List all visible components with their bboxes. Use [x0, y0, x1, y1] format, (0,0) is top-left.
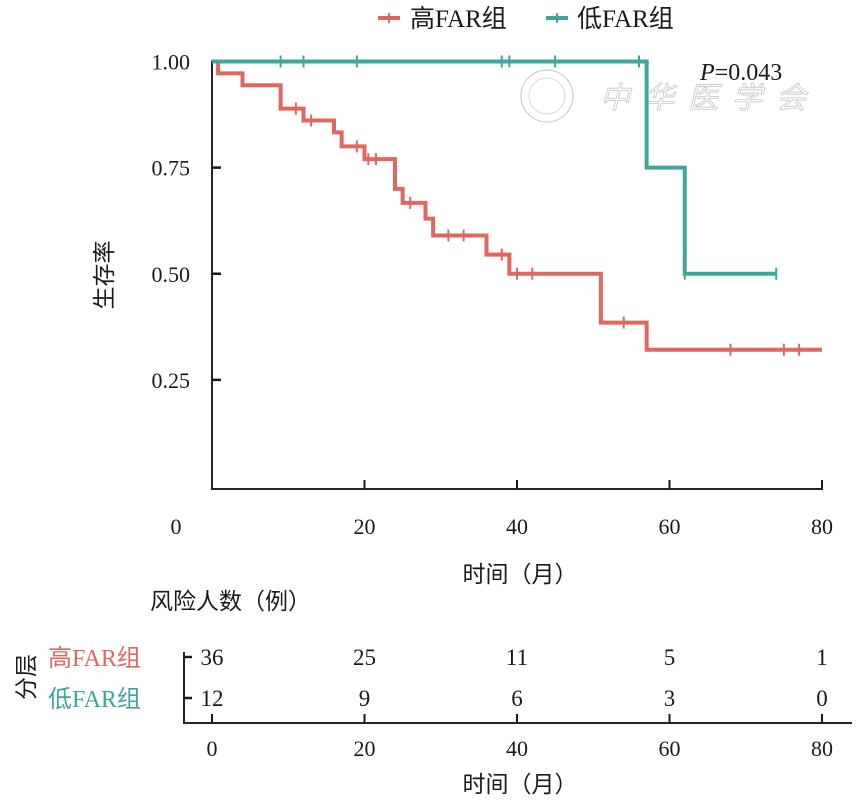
legend-label-high-far: 高FAR组	[410, 5, 507, 33]
series-0	[212, 59, 822, 356]
risk-count-cell: 36	[201, 645, 224, 670]
risk-table-x-tick-label: 40	[506, 736, 528, 761]
risk-table-x-tick-label: 80	[811, 736, 833, 761]
p-value-annotation: P=0.043	[699, 60, 782, 86]
watermark-text: 中华医学会	[600, 82, 820, 115]
risk-table-x-tick-label: 20	[354, 736, 376, 761]
x-tick-label: 80	[811, 514, 833, 539]
legend-item-high-far: 高FAR组	[378, 5, 507, 33]
p-symbol: P	[699, 60, 715, 86]
risk-count-cell: 6	[511, 686, 523, 711]
p-value: =0.043	[715, 60, 783, 86]
survival-curve-line	[212, 59, 777, 276]
risk-count-cell: 25	[353, 645, 376, 670]
risk-table-x-axis-title: 时间（月）	[463, 772, 578, 797]
risk-table: 0 36 12 20 25 9 40 11 6 60 5 3 80 1 0	[183, 645, 852, 761]
series-1	[212, 55, 778, 280]
risk-table-strata-label: 分层	[14, 654, 39, 700]
y-tick-label: 0.50	[152, 262, 191, 287]
risk-table-x-tick-label: 60	[659, 736, 681, 761]
watermark: 中华医学会	[520, 69, 820, 123]
y-tick-label: 0.75	[152, 156, 191, 181]
legend-item-low-far: 低FAR组	[546, 5, 674, 33]
y-axis-title: 生存率	[92, 241, 117, 310]
y-tick-label: 0.25	[152, 368, 191, 393]
survival-curve-line	[212, 59, 822, 352]
x-tick-label: 0	[171, 514, 182, 539]
x-axis-title: 时间（月）	[463, 562, 578, 587]
watermark-seal-inner-icon	[528, 77, 566, 115]
survival-curves	[212, 55, 822, 356]
watermark-seal-icon	[520, 69, 574, 123]
risk-count-cell: 11	[506, 645, 528, 670]
risk-count-cell: 5	[664, 645, 676, 670]
x-tick-label: 20	[354, 514, 376, 539]
risk-row-label-low-far: 低FAR组	[48, 686, 141, 713]
legend-label-low-far: 低FAR组	[577, 5, 674, 33]
risk-count-cell: 0	[816, 686, 828, 711]
y-tick-label: 1.00	[152, 50, 191, 75]
risk-table-title: 风险人数（例）	[150, 589, 311, 614]
axes: 1.00 0.75 0.50 0.25 0 20 40 60 80	[152, 50, 834, 540]
risk-count-cell: 12	[201, 686, 224, 711]
risk-table-x-tick-label: 0	[207, 736, 218, 761]
legend: 高FAR组 低FAR组	[378, 5, 674, 33]
risk-row-label-high-far: 高FAR组	[48, 645, 141, 672]
risk-count-cell: 3	[664, 686, 676, 711]
x-tick-label: 40	[506, 514, 528, 539]
risk-count-cell: 9	[359, 686, 371, 711]
risk-count-cell: 1	[816, 645, 828, 670]
x-tick-label: 60	[659, 514, 681, 539]
